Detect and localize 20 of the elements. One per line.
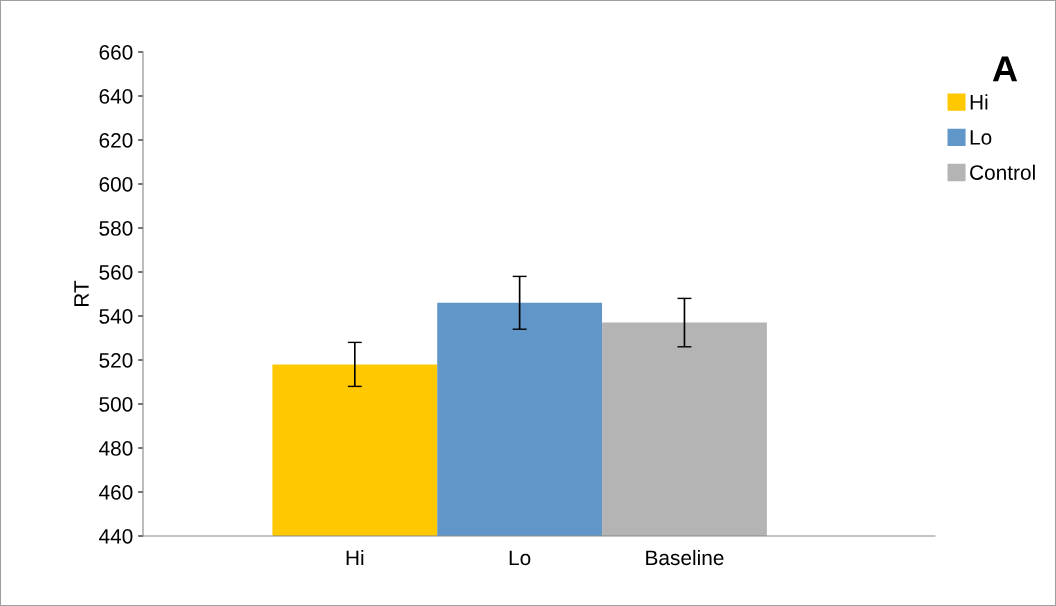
- y-tick-label: 600: [99, 177, 133, 192]
- y-axis-title: RT: [74, 280, 89, 306]
- y-tick-label: 500: [99, 397, 133, 412]
- y-tick-label: 620: [99, 133, 133, 148]
- y-tick-label: 520: [99, 353, 133, 368]
- y-tick-label: 660: [99, 45, 133, 60]
- y-tick-label: 640: [99, 89, 133, 104]
- y-tick-label: 460: [99, 485, 133, 500]
- y-tick-label: 480: [99, 441, 133, 456]
- legend-label: Control: [970, 164, 1035, 180]
- x-tick-label: Lo: [509, 550, 531, 566]
- x-tick-label: Hi: [346, 549, 364, 565]
- y-tick-label: 440: [99, 529, 133, 544]
- text: A: [992, 56, 1018, 82]
- legend-label: Hi: [970, 94, 988, 110]
- y-tick-label: 560: [99, 265, 133, 280]
- y-tick-label: 580: [99, 221, 133, 236]
- legend-label: Lo: [970, 130, 992, 145]
- y-tick-label: 540: [99, 309, 133, 324]
- x-tick-label: Baseline: [646, 549, 724, 566]
